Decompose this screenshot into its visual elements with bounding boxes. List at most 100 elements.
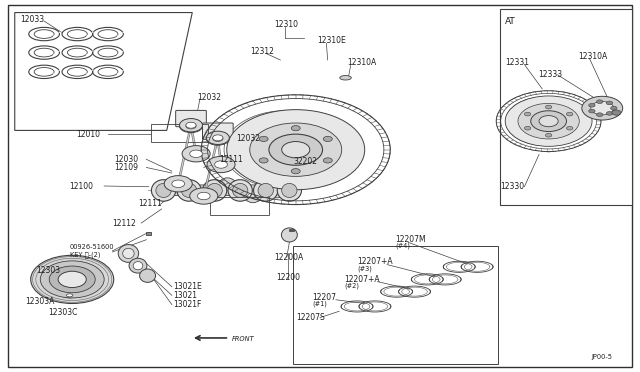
Ellipse shape: [133, 262, 143, 270]
Text: 12109: 12109: [115, 163, 138, 172]
Text: 12310: 12310: [274, 20, 298, 29]
Circle shape: [582, 96, 623, 120]
Circle shape: [524, 126, 531, 130]
Circle shape: [197, 192, 210, 200]
Text: 12030: 12030: [115, 155, 138, 164]
Text: 13021F: 13021F: [173, 300, 202, 309]
Circle shape: [212, 135, 223, 141]
Circle shape: [596, 100, 603, 103]
Text: 12033: 12033: [20, 15, 44, 24]
Circle shape: [591, 102, 614, 115]
Circle shape: [189, 188, 218, 204]
Bar: [151, 125, 208, 142]
Ellipse shape: [228, 180, 252, 201]
Text: 12310A: 12310A: [347, 58, 376, 67]
Ellipse shape: [192, 185, 211, 203]
Circle shape: [186, 122, 196, 128]
Circle shape: [58, 271, 86, 288]
Circle shape: [596, 113, 603, 116]
Text: 12111: 12111: [219, 155, 243, 164]
Text: 12303A: 12303A: [25, 297, 54, 306]
Circle shape: [518, 103, 579, 139]
Text: AT: AT: [505, 17, 516, 26]
Circle shape: [545, 134, 552, 137]
Circle shape: [606, 101, 612, 105]
Ellipse shape: [152, 180, 175, 201]
Circle shape: [566, 112, 573, 116]
Text: 12032: 12032: [197, 93, 221, 102]
Text: 12303: 12303: [36, 266, 60, 275]
Ellipse shape: [98, 30, 118, 38]
Ellipse shape: [129, 258, 147, 273]
Circle shape: [323, 137, 332, 141]
Text: 12330: 12330: [500, 182, 524, 191]
Ellipse shape: [218, 178, 237, 196]
Ellipse shape: [243, 185, 262, 203]
Text: FRONT: FRONT: [232, 336, 255, 342]
Text: 12010: 12010: [76, 129, 100, 139]
FancyBboxPatch shape: [202, 123, 233, 139]
Text: 13021E: 13021E: [173, 282, 202, 291]
Ellipse shape: [34, 48, 54, 57]
Ellipse shape: [181, 183, 196, 198]
Text: (#3): (#3): [357, 265, 372, 272]
Text: 12100: 12100: [70, 182, 93, 190]
Ellipse shape: [98, 48, 118, 57]
Ellipse shape: [202, 180, 227, 201]
Polygon shape: [15, 13, 192, 131]
Text: (#1): (#1): [312, 300, 327, 307]
Ellipse shape: [282, 183, 297, 198]
Circle shape: [539, 116, 558, 127]
Text: 00926-51600: 00926-51600: [70, 244, 115, 250]
Ellipse shape: [118, 244, 139, 262]
Text: (#2): (#2): [344, 282, 359, 289]
Circle shape: [505, 96, 592, 146]
Circle shape: [566, 126, 573, 130]
Text: 12207+A: 12207+A: [344, 275, 380, 284]
Circle shape: [40, 261, 104, 298]
Circle shape: [611, 106, 617, 110]
Circle shape: [545, 105, 552, 109]
Circle shape: [259, 158, 268, 163]
Text: 12331: 12331: [505, 58, 529, 67]
Text: (#4): (#4): [396, 243, 410, 249]
Circle shape: [49, 266, 95, 293]
Circle shape: [323, 158, 332, 163]
Circle shape: [291, 126, 300, 131]
Text: 12333: 12333: [538, 70, 563, 78]
Text: KEY キ-(2): KEY キ-(2): [70, 251, 100, 258]
Circle shape: [31, 255, 114, 304]
Text: 12310E: 12310E: [317, 36, 346, 45]
Circle shape: [172, 180, 184, 187]
Ellipse shape: [258, 183, 273, 198]
Circle shape: [182, 145, 210, 162]
Ellipse shape: [63, 293, 77, 298]
Ellipse shape: [232, 183, 248, 198]
Circle shape: [207, 156, 235, 173]
Text: 12111: 12111: [138, 199, 162, 208]
Text: 12207+A: 12207+A: [357, 257, 393, 266]
Text: 12312: 12312: [250, 47, 274, 56]
Bar: [500, 9, 632, 205]
Polygon shape: [293, 246, 497, 364]
Bar: [147, 232, 152, 235]
Circle shape: [186, 123, 196, 129]
Ellipse shape: [207, 183, 222, 198]
Circle shape: [589, 109, 595, 113]
Ellipse shape: [67, 294, 73, 297]
Bar: [289, 229, 294, 231]
Text: 12310A: 12310A: [579, 52, 608, 61]
Text: 12303C: 12303C: [49, 308, 78, 317]
Ellipse shape: [67, 67, 87, 76]
Text: 12112: 12112: [113, 219, 136, 228]
Circle shape: [282, 141, 310, 158]
Ellipse shape: [277, 180, 301, 201]
Circle shape: [189, 150, 202, 157]
Circle shape: [606, 112, 612, 115]
Ellipse shape: [34, 67, 54, 76]
Circle shape: [212, 136, 223, 141]
Text: JP00-5: JP00-5: [591, 354, 612, 360]
Ellipse shape: [67, 48, 87, 57]
Ellipse shape: [98, 67, 118, 76]
Circle shape: [214, 161, 227, 168]
